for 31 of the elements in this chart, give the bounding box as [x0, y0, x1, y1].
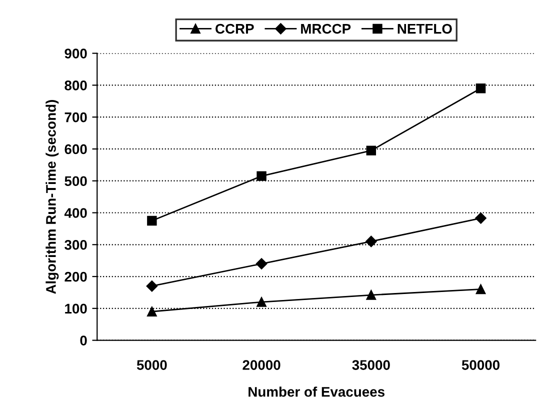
- y-tick-label: 600: [64, 144, 87, 154]
- y-tick-label: 500: [64, 176, 87, 186]
- point: [366, 290, 376, 300]
- y-tick-label: 400: [64, 208, 87, 218]
- point: [146, 280, 158, 292]
- x-tick-label: 50000: [462, 360, 500, 370]
- y-tick-label: 700: [64, 112, 87, 122]
- x-tick-label: 5000: [136, 360, 167, 370]
- x-tick-label: 20000: [242, 360, 280, 370]
- y-tick-label: 200: [64, 272, 87, 282]
- x-tick-label: 35000: [352, 360, 390, 370]
- y-tick-label: 300: [64, 240, 87, 250]
- point: [476, 84, 486, 94]
- point: [147, 216, 157, 226]
- point: [147, 306, 157, 316]
- legend-label: CCRP: [216, 24, 254, 34]
- legend-label: NETFLO: [398, 24, 452, 34]
- y-axis-title: Algorithm Run-Time (second): [46, 100, 59, 294]
- y-tick-label: 800: [64, 80, 87, 90]
- point: [366, 236, 377, 248]
- point: [256, 171, 266, 181]
- y-tick-label: 900: [64, 48, 87, 58]
- legend-label: MRCCP: [301, 24, 351, 34]
- x-axis-title: Number of Evacuees: [248, 386, 384, 397]
- point: [475, 212, 486, 224]
- point: [366, 146, 376, 156]
- point: [476, 284, 486, 294]
- y-tick-label: 0: [80, 336, 87, 346]
- point: [256, 297, 266, 307]
- y-tick-label: 100: [65, 304, 87, 314]
- point: [256, 258, 268, 270]
